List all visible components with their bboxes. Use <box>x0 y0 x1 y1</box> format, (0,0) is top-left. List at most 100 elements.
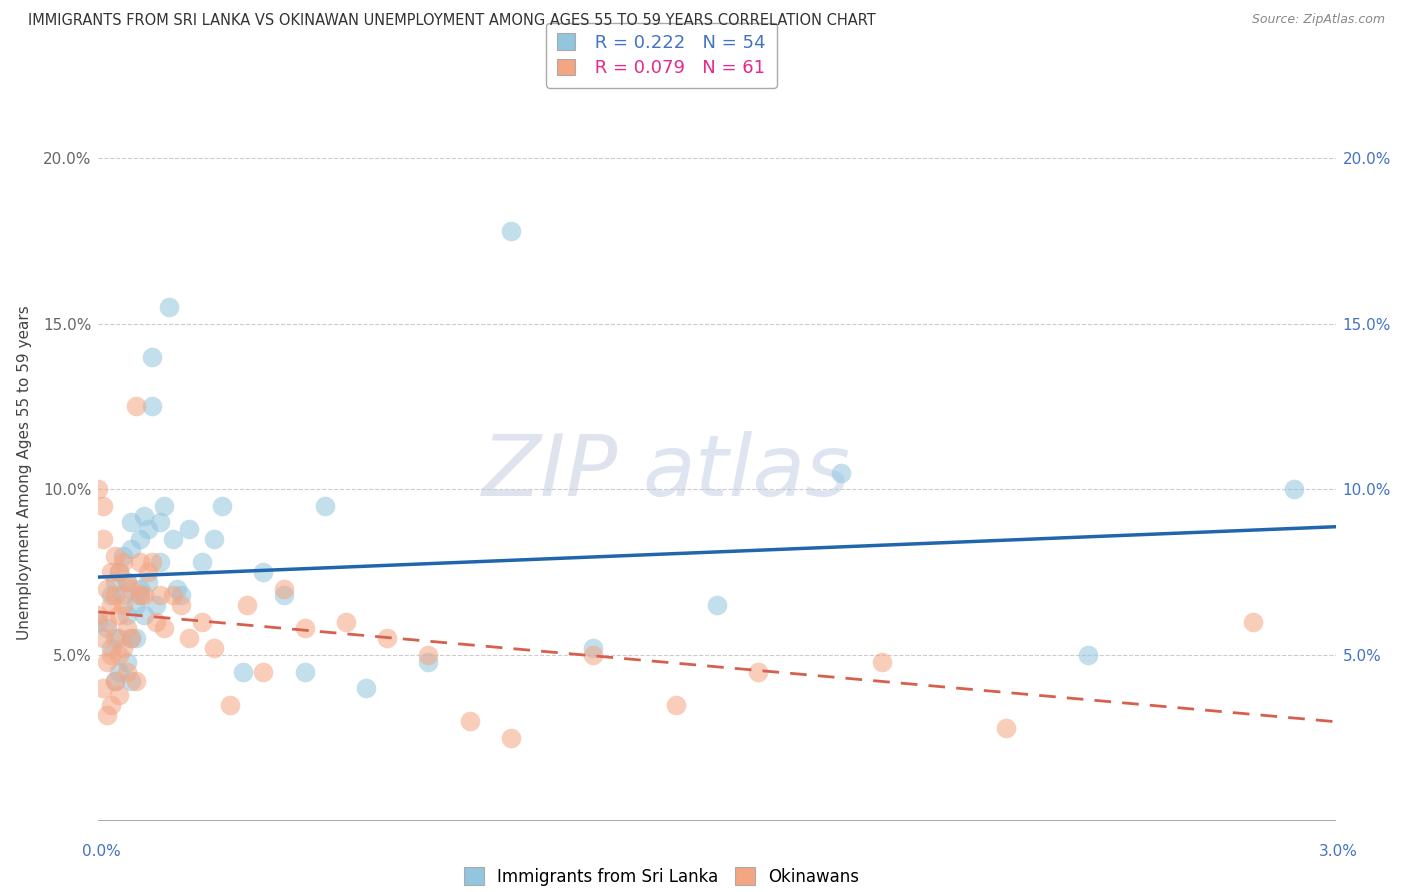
Point <box>499 224 522 238</box>
Point <box>994 721 1017 735</box>
Point <box>1241 615 1264 629</box>
Point <box>706 599 728 613</box>
Y-axis label: Unemployment Among Ages 55 to 59 years: Unemployment Among Ages 55 to 59 years <box>17 305 32 640</box>
Point <box>120 632 142 646</box>
Text: IMMIGRANTS FROM SRI LANKA VS OKINAWAN UNEMPLOYMENT AMONG AGES 55 TO 59 YEARS COR: IMMIGRANTS FROM SRI LANKA VS OKINAWAN UN… <box>28 13 876 29</box>
Point <box>870 655 893 669</box>
Point <box>104 549 127 563</box>
Point <box>153 622 176 636</box>
Point <box>202 532 225 546</box>
Point <box>108 688 131 702</box>
Point <box>141 400 163 414</box>
Point <box>335 615 357 629</box>
Point <box>117 575 139 590</box>
Point <box>418 655 440 669</box>
Point <box>294 665 316 679</box>
Point <box>100 565 122 579</box>
Point <box>1077 648 1099 662</box>
Point <box>104 674 127 689</box>
Point <box>252 565 274 579</box>
Point <box>112 599 135 613</box>
Point <box>219 698 242 712</box>
Point <box>162 588 184 602</box>
Point <box>202 641 225 656</box>
Point <box>128 588 150 602</box>
Point <box>170 588 193 602</box>
Point <box>117 608 139 623</box>
Point <box>124 599 146 613</box>
Point <box>273 582 295 596</box>
Point <box>100 648 122 662</box>
Point <box>132 588 155 602</box>
Point <box>128 532 150 546</box>
Legend: Immigrants from Sri Lanka, Okinawans: Immigrants from Sri Lanka, Okinawans <box>457 861 866 892</box>
Point <box>1284 483 1306 497</box>
Point <box>120 516 142 530</box>
Point <box>120 582 142 596</box>
Point <box>132 508 155 523</box>
Point <box>108 665 131 679</box>
Point <box>170 599 193 613</box>
Point <box>112 555 135 569</box>
Point <box>149 555 172 569</box>
Point <box>190 615 212 629</box>
Point <box>211 499 233 513</box>
Point <box>162 532 184 546</box>
Point <box>96 655 118 669</box>
Point <box>87 483 110 497</box>
Point <box>356 681 378 695</box>
Point <box>141 350 163 364</box>
Point <box>314 499 336 513</box>
Point <box>104 588 127 602</box>
Point <box>128 582 150 596</box>
Point <box>108 648 131 662</box>
Point <box>582 648 605 662</box>
Point <box>499 731 522 745</box>
Point <box>96 707 118 722</box>
Point <box>91 681 114 695</box>
Point <box>117 622 139 636</box>
Point <box>153 499 176 513</box>
Point <box>100 599 122 613</box>
Point <box>117 665 139 679</box>
Point <box>96 615 118 629</box>
Point <box>112 549 135 563</box>
Point <box>104 632 127 646</box>
Point <box>100 698 122 712</box>
Point <box>458 714 481 729</box>
Point <box>830 466 852 480</box>
Point <box>112 641 135 656</box>
Point <box>124 674 146 689</box>
Point <box>136 565 159 579</box>
Point <box>132 608 155 623</box>
Point <box>149 588 172 602</box>
Point <box>128 588 150 602</box>
Point <box>582 641 605 656</box>
Point <box>166 582 188 596</box>
Point <box>108 632 131 646</box>
Point <box>273 588 295 602</box>
Point <box>418 648 440 662</box>
Point <box>112 588 135 602</box>
Text: atlas: atlas <box>643 431 851 515</box>
Point <box>179 632 201 646</box>
Point <box>149 516 172 530</box>
Point <box>87 608 110 623</box>
Point <box>120 541 142 556</box>
Point <box>91 499 114 513</box>
Point <box>252 665 274 679</box>
Point <box>232 665 254 679</box>
Point <box>96 582 118 596</box>
Point <box>104 674 127 689</box>
Point <box>136 575 159 590</box>
Point <box>104 575 127 590</box>
Point <box>124 632 146 646</box>
Point <box>375 632 398 646</box>
Point <box>145 599 167 613</box>
Point <box>124 400 146 414</box>
Point <box>100 588 122 602</box>
Point <box>108 608 131 623</box>
Point <box>747 665 769 679</box>
Point <box>108 565 131 579</box>
Point <box>145 615 167 629</box>
